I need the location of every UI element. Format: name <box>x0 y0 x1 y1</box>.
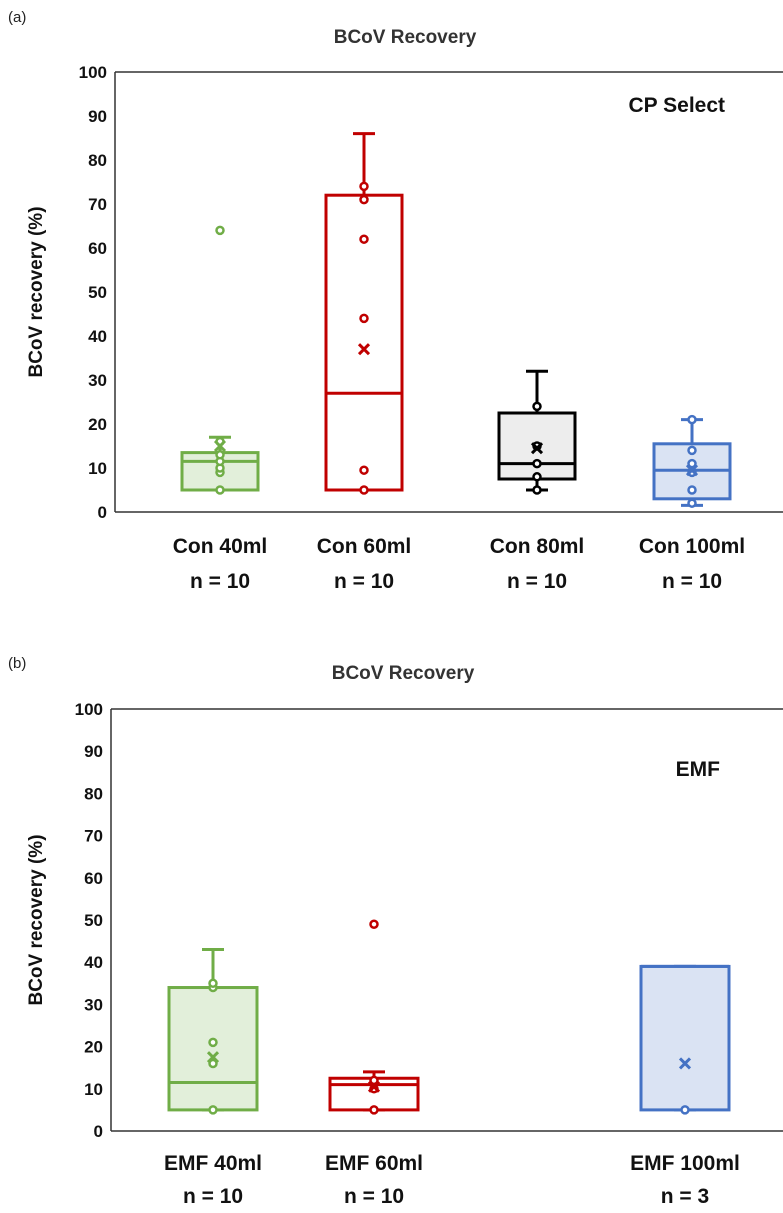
data-point <box>215 450 225 460</box>
data-point <box>532 472 542 482</box>
data-point <box>532 485 542 495</box>
y-axis-label: BCoV recovery (%) <box>26 834 47 1005</box>
n-label: n = 10 <box>344 1185 404 1208</box>
y-tick-label: 50 <box>84 911 103 930</box>
data-point <box>359 313 369 324</box>
y-tick-label: 80 <box>84 784 103 803</box>
data-point <box>532 458 542 469</box>
data-point <box>208 1105 218 1115</box>
method-label: CP Select <box>629 94 726 117</box>
category-label: Con 40ml <box>173 535 268 558</box>
n-label: n = 10 <box>190 570 250 593</box>
y-tick-label: 20 <box>84 1038 103 1057</box>
data-point <box>687 414 697 425</box>
data-point <box>687 445 697 456</box>
box-group: EMF 60ml n = 10 <box>325 919 423 1208</box>
y-tick-label: 60 <box>84 869 103 888</box>
data-point <box>215 485 225 495</box>
y-tick-label: 10 <box>84 1080 103 1099</box>
y-tick-label: 50 <box>88 283 107 302</box>
y-tick-label: 0 <box>98 503 107 522</box>
y-tick-label: 90 <box>88 107 107 126</box>
data-point <box>369 919 379 929</box>
category-label: Con 80ml <box>490 535 585 558</box>
y-tick-label: 20 <box>88 415 107 434</box>
y-tick-label: 40 <box>84 953 103 972</box>
box <box>639 964 731 1112</box>
y-axis-label: BCoV recovery (%) <box>26 206 47 377</box>
box-group: Con 80ml n = 10 <box>490 369 585 593</box>
n-label: n = 10 <box>662 570 722 593</box>
mean-marker-stroke <box>213 439 227 453</box>
panel-label: (a) <box>8 9 26 26</box>
y-tick-label: 10 <box>88 459 107 478</box>
chart-title: BCoV Recovery <box>332 663 475 684</box>
mean-marker <box>367 1080 381 1093</box>
data-point <box>687 458 697 469</box>
data-point <box>208 1058 218 1069</box>
data-point <box>359 181 369 192</box>
mean-marker-stroke <box>530 442 544 455</box>
box-group: Con 100ml n = 10 <box>639 414 745 593</box>
panel-label: (b) <box>8 655 26 672</box>
data-point <box>687 498 697 508</box>
y-tick-label: 30 <box>84 995 103 1014</box>
y-tick-label: 90 <box>84 742 103 761</box>
chart-panel-b: (b) BCoV Recovery EMF 0 10 20 30 40 50 60 70 80 90 10… <box>8 655 783 1208</box>
data-point <box>369 1105 379 1115</box>
category-label: Con 60ml <box>317 535 412 558</box>
box <box>324 193 404 492</box>
data-point <box>208 978 218 989</box>
mean-marker <box>685 464 699 477</box>
category-label: EMF 40ml <box>164 1152 262 1175</box>
mean-marker <box>678 1057 692 1070</box>
mean-marker-stroke <box>367 1080 381 1093</box>
chart-panel-a: (a) BCoV Recovery CP Select 0 10 20 30 40 50 60 70… <box>8 9 783 593</box>
mean-marker <box>213 439 227 453</box>
data-point <box>359 234 369 244</box>
data-point <box>208 1037 218 1048</box>
mean-marker <box>530 442 544 455</box>
box-group: Con 60ml n = 10 <box>317 132 412 593</box>
y-tick-label: 0 <box>94 1122 103 1141</box>
box-group: Con 40ml n = 10 <box>173 225 268 593</box>
data-point <box>359 194 369 205</box>
y-tick-label: 30 <box>88 371 107 390</box>
category-label: EMF 100ml <box>630 1152 740 1175</box>
mean-marker-stroke <box>206 1051 220 1064</box>
n-label: n = 3 <box>661 1185 709 1208</box>
mean-marker <box>357 343 371 356</box>
y-tick-label: 80 <box>88 151 107 170</box>
n-label: n = 10 <box>507 570 567 593</box>
data-point <box>687 485 697 495</box>
y-tick-label: 40 <box>88 327 107 346</box>
category-label: EMF 60ml <box>325 1152 423 1175</box>
data-point <box>359 485 369 495</box>
box-group: EMF 100ml n = 3 <box>630 964 740 1208</box>
mean-marker-stroke <box>357 343 371 356</box>
category-label: Con 100ml <box>639 535 745 558</box>
y-tick-label: 60 <box>88 239 107 258</box>
y-tick-label: 100 <box>79 63 107 82</box>
y-tick-label: 70 <box>88 195 107 214</box>
data-point <box>532 401 542 412</box>
box-group: EMF 40ml n = 10 <box>164 948 262 1208</box>
data-point <box>359 465 369 475</box>
y-tick-label: 100 <box>75 700 103 719</box>
chart-title: BCoV Recovery <box>334 27 477 48</box>
mean-marker <box>206 1051 220 1064</box>
box <box>167 986 259 1112</box>
data-point <box>680 1105 690 1115</box>
n-label: n = 10 <box>183 1185 243 1208</box>
mean-marker-stroke <box>685 464 699 477</box>
data-point <box>369 1075 379 1086</box>
mean-marker-stroke <box>678 1057 692 1070</box>
data-point <box>215 225 225 236</box>
y-tick-label: 70 <box>84 827 103 846</box>
method-label: EMF <box>676 758 721 781</box>
n-label: n = 10 <box>334 570 394 593</box>
